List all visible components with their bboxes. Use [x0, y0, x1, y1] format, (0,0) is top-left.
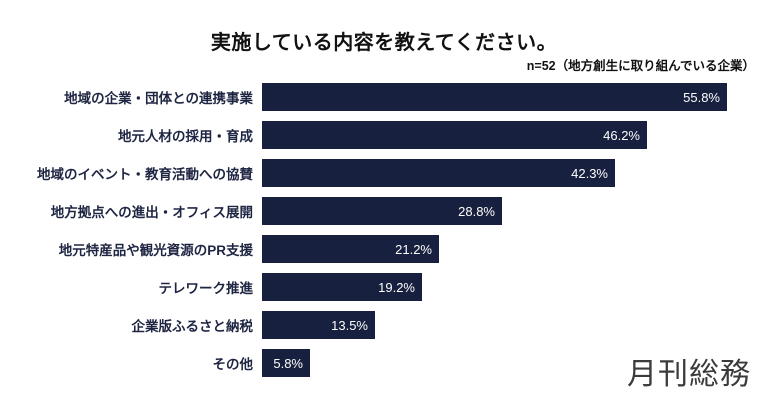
- value-label: 42.3%: [571, 165, 608, 181]
- bar-row: その他 5.8%: [0, 344, 768, 382]
- category-label: 地元特産品や観光資源のPR支援: [58, 243, 253, 258]
- bar-track: 55.8%: [262, 83, 768, 111]
- value-label: 5.8%: [273, 355, 303, 371]
- category-label: 企業版ふるさと納税: [131, 319, 254, 334]
- value-label: 46.2%: [603, 127, 640, 143]
- brand-logo: 月刊総務: [627, 358, 751, 391]
- value-label: 19.2%: [378, 279, 415, 295]
- bar-row: 地域の企業・団体との連携事業 55.8%: [0, 78, 768, 116]
- bar: 46.2%: [262, 121, 647, 149]
- bar-row: 地方拠点への進出・オフィス展開 28.8%: [0, 192, 768, 230]
- value-label: 13.5%: [331, 317, 368, 333]
- bar-row: 地元人材の採用・育成 46.2%: [0, 116, 768, 154]
- bar: 13.5%: [262, 311, 375, 339]
- category-label: その他: [212, 357, 254, 372]
- category-label: 地域のイベント・教育活動への協賛: [37, 167, 253, 182]
- bar: 21.2%: [262, 235, 439, 263]
- bar-track: 28.8%: [262, 197, 768, 225]
- bar-track: 21.2%: [262, 235, 768, 263]
- bar: 55.8%: [262, 83, 727, 111]
- bar: 19.2%: [262, 273, 422, 301]
- bar-chart: 地域の企業・団体との連携事業 55.8% 地元人材の採用・育成 46.2% 地域…: [0, 78, 768, 382]
- category-label: 地域の企業・団体との連携事業: [64, 91, 253, 106]
- bar: 42.3%: [262, 159, 615, 187]
- bar-track: 5.8%: [262, 349, 768, 377]
- value-label: 28.8%: [458, 203, 495, 219]
- bar-track: 13.5%: [262, 311, 768, 339]
- bar-track: 19.2%: [262, 273, 768, 301]
- bar: 5.8%: [262, 349, 310, 377]
- category-label: テレワーク推進: [158, 281, 254, 296]
- bar-track: 42.3%: [262, 159, 768, 187]
- bar: 28.8%: [262, 197, 502, 225]
- category-label: 地方拠点への進出・オフィス展開: [50, 205, 253, 220]
- chart-title: 実施している内容を教えてください。: [210, 32, 558, 54]
- category-label: 地元人材の採用・育成: [118, 129, 253, 144]
- chart-subtitle: n=52（地方創生に取り組んでいる企業）: [526, 59, 755, 73]
- bar-row: 企業版ふるさと納税 13.5%: [0, 306, 768, 344]
- bar-row: テレワーク推進 19.2%: [0, 268, 768, 306]
- bar-row: 地元特産品や観光資源のPR支援 21.2%: [0, 230, 768, 268]
- bar-track: 46.2%: [262, 121, 768, 149]
- value-label: 55.8%: [683, 89, 720, 105]
- value-label: 21.2%: [395, 241, 432, 257]
- bar-row: 地域のイベント・教育活動への協賛 42.3%: [0, 154, 768, 192]
